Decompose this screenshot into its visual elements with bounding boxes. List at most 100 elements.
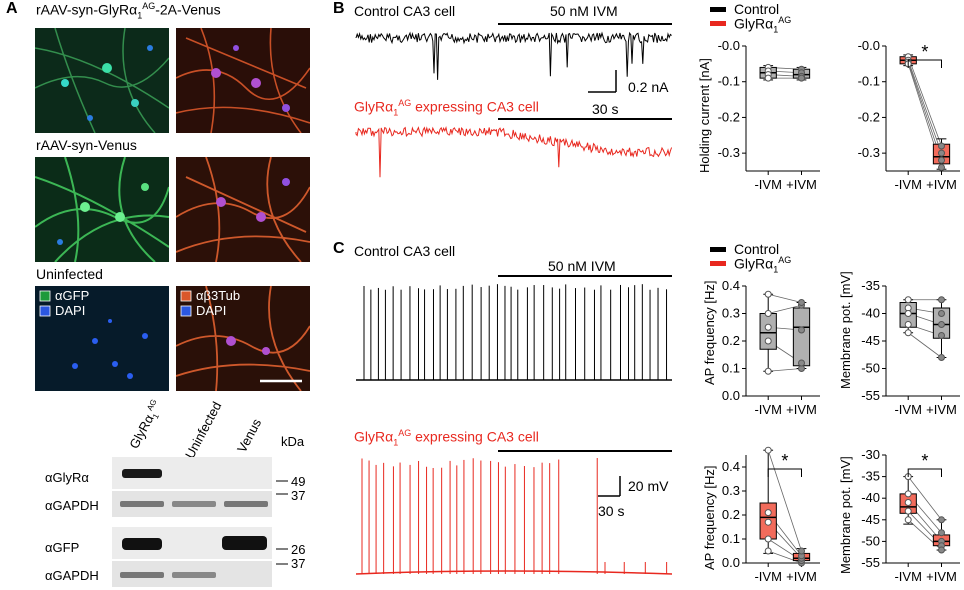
b-scale-y: 0.2 nA xyxy=(628,79,669,95)
c-control-ap-point xyxy=(764,290,772,298)
c-glyr-ap-xtick: -IVM xyxy=(754,569,781,584)
c-glyr-ap-ytick: 0.0 xyxy=(722,555,740,570)
c-control-mp-point xyxy=(904,321,912,328)
c-glyr-mp-xtick: +IVM xyxy=(926,569,957,584)
c-glyr-mp-ytick: -55 xyxy=(861,555,880,570)
c-legend-control: Control xyxy=(734,241,780,257)
c-box-plots: 0.0 0.1 0.2 0.3 0.4 -IVM +IVM -35 -40 -45 -50 -55 -I… xyxy=(722,278,960,584)
c-glyr-ap-star: * xyxy=(781,451,788,471)
blot-col-glyr: GlyRα1AG xyxy=(126,397,162,452)
blot-row-agfp: αGFP xyxy=(45,540,80,555)
blot-col-uninfected: Uninfected xyxy=(182,399,225,462)
b-glyr-star: * xyxy=(921,42,928,62)
c-control-mp-point xyxy=(938,332,945,339)
legend-ab3tub: αβ3Tub xyxy=(196,288,241,303)
b-glyr-ytick: -0.0 xyxy=(858,38,880,53)
b-scale-x: 30 s xyxy=(592,101,619,117)
c-glyr-ap-point xyxy=(798,547,805,555)
b-control-point xyxy=(798,74,805,82)
c-glyr-label: GlyRα1AG expressing CA3 cell xyxy=(354,428,539,448)
b-legend-glyr: GlyRα1AG xyxy=(734,15,792,35)
row3-label: Uninfected xyxy=(36,266,103,282)
c-glyr-ap-point xyxy=(764,509,772,517)
panel-letter-a: A xyxy=(6,0,18,17)
c-control-mp-point xyxy=(938,321,945,328)
b-glyr-xtick: +IVM xyxy=(926,177,957,192)
row2-label: rAAV-syn-Venus xyxy=(36,137,137,153)
legend-dapi-left: DAPI xyxy=(55,303,86,318)
b-glyr-point xyxy=(938,142,945,150)
c-trace-control xyxy=(356,284,672,381)
c-control-mp-ytick: -40 xyxy=(861,306,880,321)
c-control-mp-ytick: -45 xyxy=(861,333,880,348)
b-trace-control xyxy=(355,31,672,80)
c-glyr-mp-sig-bracket xyxy=(907,468,942,477)
c-glyr-mp-star: * xyxy=(921,451,928,471)
b-glyr-label: GlyRα1AG expressing CA3 cell xyxy=(354,98,539,118)
b-legend-control: Control xyxy=(734,1,780,17)
c-glyr-ap-point xyxy=(764,446,772,454)
blot-col-venus: Venus xyxy=(234,416,265,456)
kda-49: 49 xyxy=(291,474,306,489)
c-legend-glyr: GlyRα1AG xyxy=(734,255,792,275)
kda-37-b: 37 xyxy=(291,556,306,571)
c-control-mp-point xyxy=(938,296,945,304)
micrograph-uninfected-green: αGFP DAPI xyxy=(35,286,169,391)
c-control-ap-ytick: 0.2 xyxy=(722,333,740,348)
micrograph-uninfected-red: αβ3Tub DAPI xyxy=(175,285,311,392)
b-control-ytick: -0.1 xyxy=(718,74,740,89)
b-traces xyxy=(355,23,673,178)
c-glyr-mp-point xyxy=(938,546,945,554)
c-glyr-ap-sig-bracket xyxy=(767,468,802,477)
panel-letter-c: C xyxy=(333,240,345,257)
c-control-ap-point xyxy=(764,323,772,331)
c-control-ap-point xyxy=(798,359,805,367)
b-glyr-ytick: -0.2 xyxy=(858,109,880,124)
c-glyr-ap-ytick: 0.4 xyxy=(722,459,740,474)
c-control-ap-point xyxy=(798,326,805,334)
c-control-mp-point xyxy=(904,296,912,304)
c-scale-y: 20 mV xyxy=(628,478,669,494)
b-control-ytick: -0.0 xyxy=(718,38,740,53)
c-glyr-mp-point xyxy=(938,529,945,537)
blot-row-agapdh-1: αGAPDH xyxy=(45,498,99,513)
c-control-ap-ytick: 0.0 xyxy=(722,388,740,403)
b-glyr-ytick: -0.3 xyxy=(858,145,880,160)
blot-column-headers: GlyRα1AG Uninfected Venus xyxy=(120,397,300,462)
c-trace-glyr xyxy=(355,458,673,575)
b-box-plots: -0.0 -0.1 -0.2 -0.3 -IVM +IVM -0.0 -0.1 -0.2 -0.3… xyxy=(718,38,960,192)
c-glyr-mp-point xyxy=(904,516,912,524)
c-glyr-ap-xtick: +IVM xyxy=(786,569,817,584)
b-glyr-xtick: -IVM xyxy=(894,177,921,192)
c-control-ap-xtick: -IVM xyxy=(754,402,781,417)
c-glyr-ap-point xyxy=(764,535,772,543)
c-control-ap-point xyxy=(764,367,772,375)
b-glyr-point xyxy=(938,156,945,164)
blot-row-agapdh-2: αGAPDH xyxy=(45,568,99,583)
c-control-mp-point xyxy=(904,329,912,337)
c-legend-swatches xyxy=(710,247,726,266)
blot-row-aglyra: αGlyRα xyxy=(45,470,89,485)
b-glyr-sig-bracket xyxy=(907,59,942,68)
c-control-ap-ytick: 0.4 xyxy=(722,278,740,293)
micrograph-glyr-red xyxy=(175,27,311,134)
micrograph-glyr-green xyxy=(34,27,170,134)
western-blot-image xyxy=(112,457,288,587)
c-scale-x: 30 s xyxy=(598,503,625,519)
micrograph-venus-red xyxy=(175,156,311,263)
c-control-ap-xtick: +IVM xyxy=(786,402,817,417)
c-control-ap-point xyxy=(764,337,772,345)
c-glyr-mp-xtick: -IVM xyxy=(894,569,921,584)
c-glyr-mp-ytick: -45 xyxy=(861,512,880,527)
c-control-mp-point xyxy=(938,310,945,317)
c-control-label: Control CA3 cell xyxy=(354,243,456,259)
legend-agfp: αGFP xyxy=(55,288,90,303)
c-glyr-mp-point xyxy=(938,516,945,524)
kda-37-a: 37 xyxy=(291,488,306,503)
row1-label: rAAV-syn-GlyRα1AG-2A-Venus xyxy=(36,1,221,21)
c-control-mp-point xyxy=(938,354,945,361)
c-control-mp-ytick: -35 xyxy=(861,278,880,293)
c-glyr-ap-ytick: 0.2 xyxy=(722,507,740,522)
c-control-ap-point xyxy=(798,299,805,306)
c-glyr-ap-ytick: 0.1 xyxy=(722,531,740,546)
